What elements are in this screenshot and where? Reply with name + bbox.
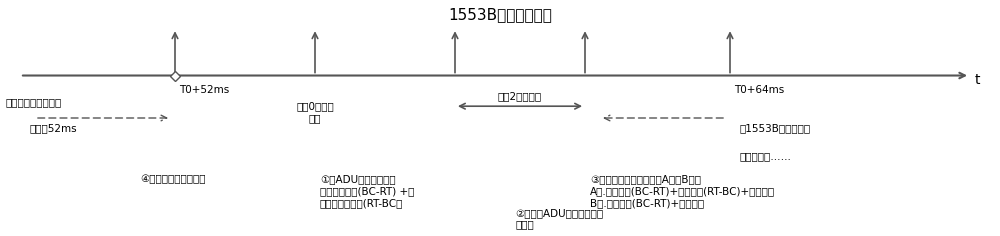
Text: T0+52ms: T0+52ms <box>179 85 229 95</box>
Text: 传输消息帧……: 传输消息帧…… <box>740 151 792 161</box>
Text: t: t <box>975 73 980 87</box>
Text: 在1553B总线上开始: 在1553B总线上开始 <box>740 123 811 133</box>
Text: 总线0级故障
处理: 总线0级故障 处理 <box>296 101 334 123</box>
Text: ①向ADU发送消息帧：
控制指令消息(BC-RT) +闭
环反馈数据数据(RT-BC）: ①向ADU发送消息帧： 控制指令消息(BC-RT) +闭 环反馈数据数据(RT-… <box>320 175 414 208</box>
Text: ④读取下位机遥测数据: ④读取下位机遥测数据 <box>140 175 206 185</box>
Text: 距上一次帧发送，至: 距上一次帧发送，至 <box>5 97 61 107</box>
Text: ②读取从ADU返回的闭环反
馈数据: ②读取从ADU返回的闭环反 馈数据 <box>515 208 603 229</box>
Text: T0+64ms: T0+64ms <box>734 85 784 95</box>
Text: ③向下位机发送消息帧（A类或B类）
A类.遥控指令(BC-RT)+遥测数据(RT-BC)+勤务指令
B类.重要数据(BC-RT)+勤务指令: ③向下位机发送消息帧（A类或B类） A类.遥控指令(BC-RT)+遥测数据(RT… <box>590 175 775 208</box>
Text: 少间隔52ms: 少间隔52ms <box>30 123 78 133</box>
Text: 延时2个单消息: 延时2个单消息 <box>498 92 542 101</box>
Text: 1553B总线管理任务: 1553B总线管理任务 <box>448 7 552 22</box>
